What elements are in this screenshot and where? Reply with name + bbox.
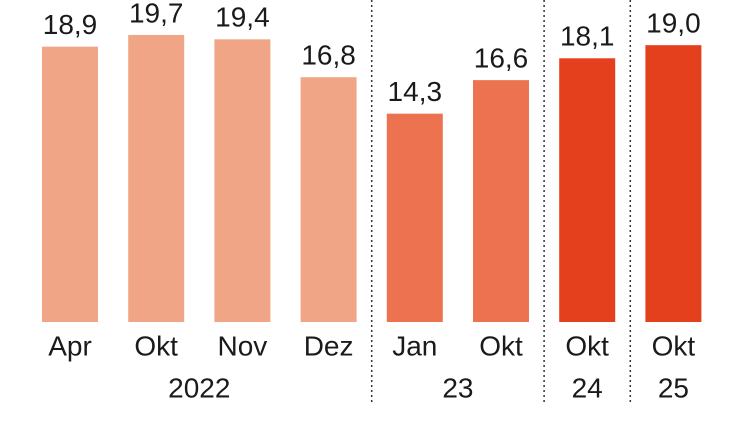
bar [300,77,357,322]
x-tick-label: Okt [134,330,178,361]
bar [128,34,185,322]
bar [559,58,616,323]
group-label: 25 [658,372,689,403]
bar [473,80,529,322]
x-tick-label: Okt [565,330,609,361]
group-label: 2022 [168,372,230,403]
group-label: 23 [442,372,473,403]
bar [645,45,702,323]
value-label: 18,9 [43,9,98,40]
x-tick-label: Apr [48,330,92,361]
value-label: 19,4 [215,2,270,33]
bar [386,113,443,322]
x-tick-label: Dez [304,330,354,361]
x-tick-label: Okt [479,330,523,361]
group-label: 24 [572,372,603,403]
value-label: 18,1 [560,21,615,52]
x-tick-label: Nov [218,330,268,361]
value-label: 19,7 [129,0,184,28]
value-label: 16,6 [474,43,529,74]
value-label: 16,8 [301,40,356,71]
bar [214,39,271,322]
x-tick-label: Okt [652,330,696,361]
x-tick-label: Jan [392,330,437,361]
value-label: 14,3 [388,76,443,107]
bar [42,46,98,322]
value-label: 19,0 [646,8,701,39]
